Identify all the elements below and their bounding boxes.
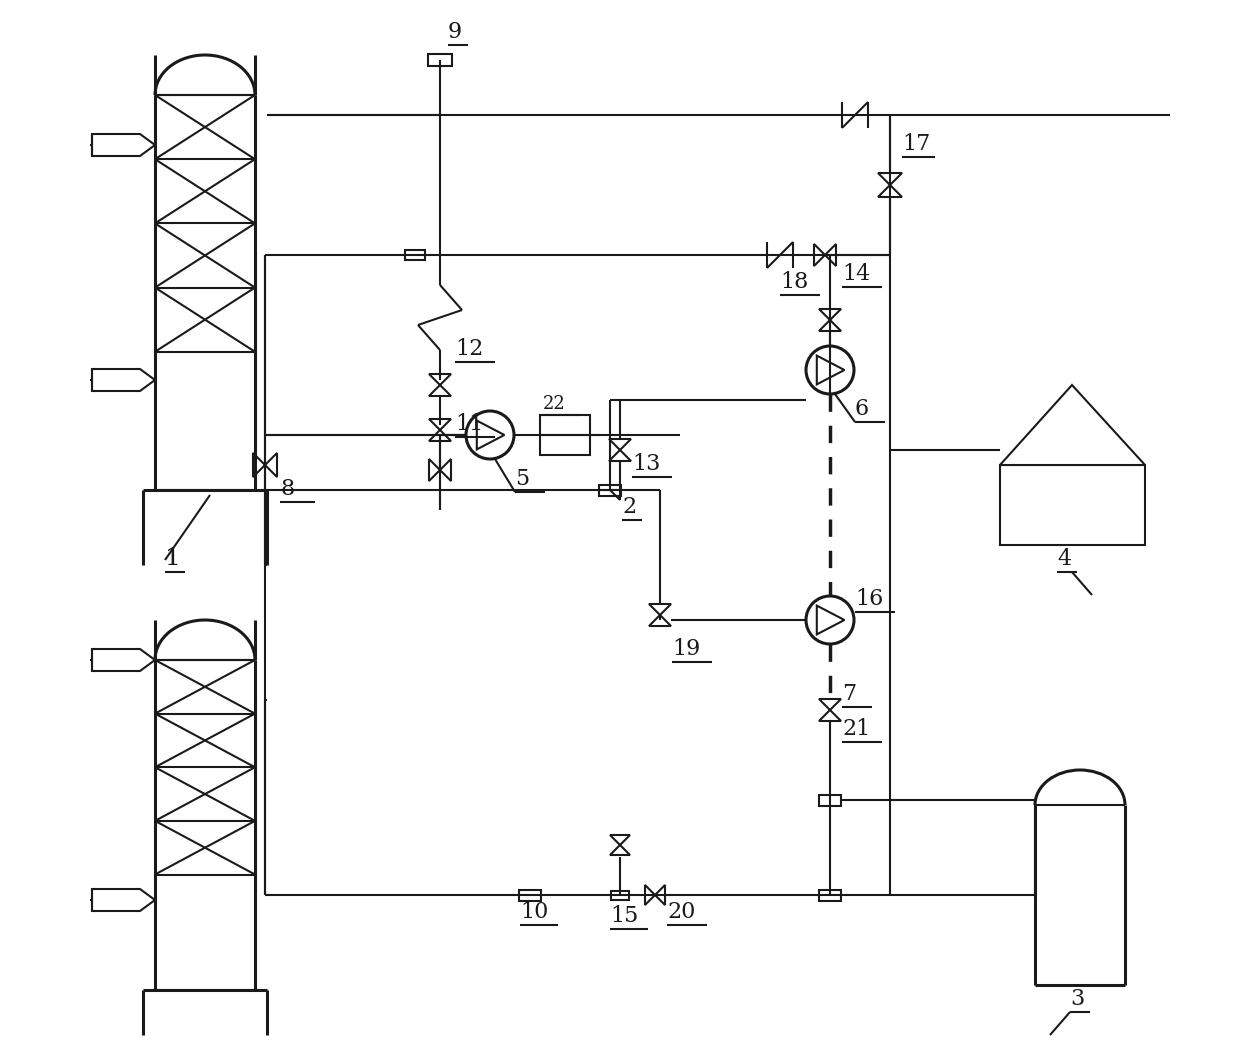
Text: 15: 15 xyxy=(610,905,639,927)
Polygon shape xyxy=(818,320,841,331)
Polygon shape xyxy=(655,885,665,905)
Text: 4: 4 xyxy=(1056,548,1071,570)
Polygon shape xyxy=(429,459,440,481)
Text: 5: 5 xyxy=(515,468,529,490)
Polygon shape xyxy=(440,459,451,481)
Polygon shape xyxy=(825,244,836,266)
Polygon shape xyxy=(609,439,631,450)
Polygon shape xyxy=(92,369,155,391)
Polygon shape xyxy=(610,835,630,845)
Polygon shape xyxy=(429,374,451,385)
Text: 8: 8 xyxy=(280,478,294,500)
Bar xyxy=(611,891,629,900)
Polygon shape xyxy=(610,845,630,855)
Text: 7: 7 xyxy=(842,683,856,705)
Polygon shape xyxy=(878,173,901,185)
Text: 21: 21 xyxy=(842,718,870,740)
Polygon shape xyxy=(429,430,451,441)
Polygon shape xyxy=(92,649,155,670)
Text: 17: 17 xyxy=(901,133,930,155)
Text: 11: 11 xyxy=(455,413,484,435)
Text: 10: 10 xyxy=(520,901,548,923)
Text: 14: 14 xyxy=(842,263,870,285)
Polygon shape xyxy=(999,385,1145,465)
Polygon shape xyxy=(253,453,265,477)
Polygon shape xyxy=(609,450,631,461)
Bar xyxy=(599,485,621,496)
Bar xyxy=(818,890,841,901)
Polygon shape xyxy=(649,604,671,615)
Text: 13: 13 xyxy=(632,453,661,475)
Text: 16: 16 xyxy=(856,588,883,610)
Text: 9: 9 xyxy=(448,21,463,43)
Polygon shape xyxy=(645,885,655,905)
Polygon shape xyxy=(265,453,277,477)
Polygon shape xyxy=(477,420,505,450)
Polygon shape xyxy=(817,606,844,635)
Bar xyxy=(405,250,425,260)
Circle shape xyxy=(466,411,515,459)
Text: 12: 12 xyxy=(455,338,484,360)
Polygon shape xyxy=(429,419,451,430)
Text: 18: 18 xyxy=(780,271,808,293)
Circle shape xyxy=(806,346,854,394)
Polygon shape xyxy=(818,309,841,320)
Text: 20: 20 xyxy=(667,901,696,923)
Bar xyxy=(428,54,453,66)
Bar xyxy=(539,415,590,455)
Text: 3: 3 xyxy=(1070,988,1084,1010)
Polygon shape xyxy=(92,134,155,156)
Polygon shape xyxy=(817,356,844,384)
Text: 1: 1 xyxy=(165,547,181,570)
Polygon shape xyxy=(429,385,451,396)
Bar xyxy=(520,890,541,901)
Polygon shape xyxy=(878,185,901,197)
Text: 22: 22 xyxy=(543,395,565,413)
Text: 2: 2 xyxy=(622,496,636,518)
Polygon shape xyxy=(818,710,841,721)
Bar xyxy=(818,795,841,806)
Polygon shape xyxy=(818,699,841,710)
Bar xyxy=(999,465,1145,545)
Polygon shape xyxy=(813,244,825,266)
Text: 6: 6 xyxy=(856,397,869,420)
Text: 19: 19 xyxy=(672,638,701,660)
Circle shape xyxy=(806,596,854,644)
Polygon shape xyxy=(649,615,671,626)
Polygon shape xyxy=(92,889,155,911)
